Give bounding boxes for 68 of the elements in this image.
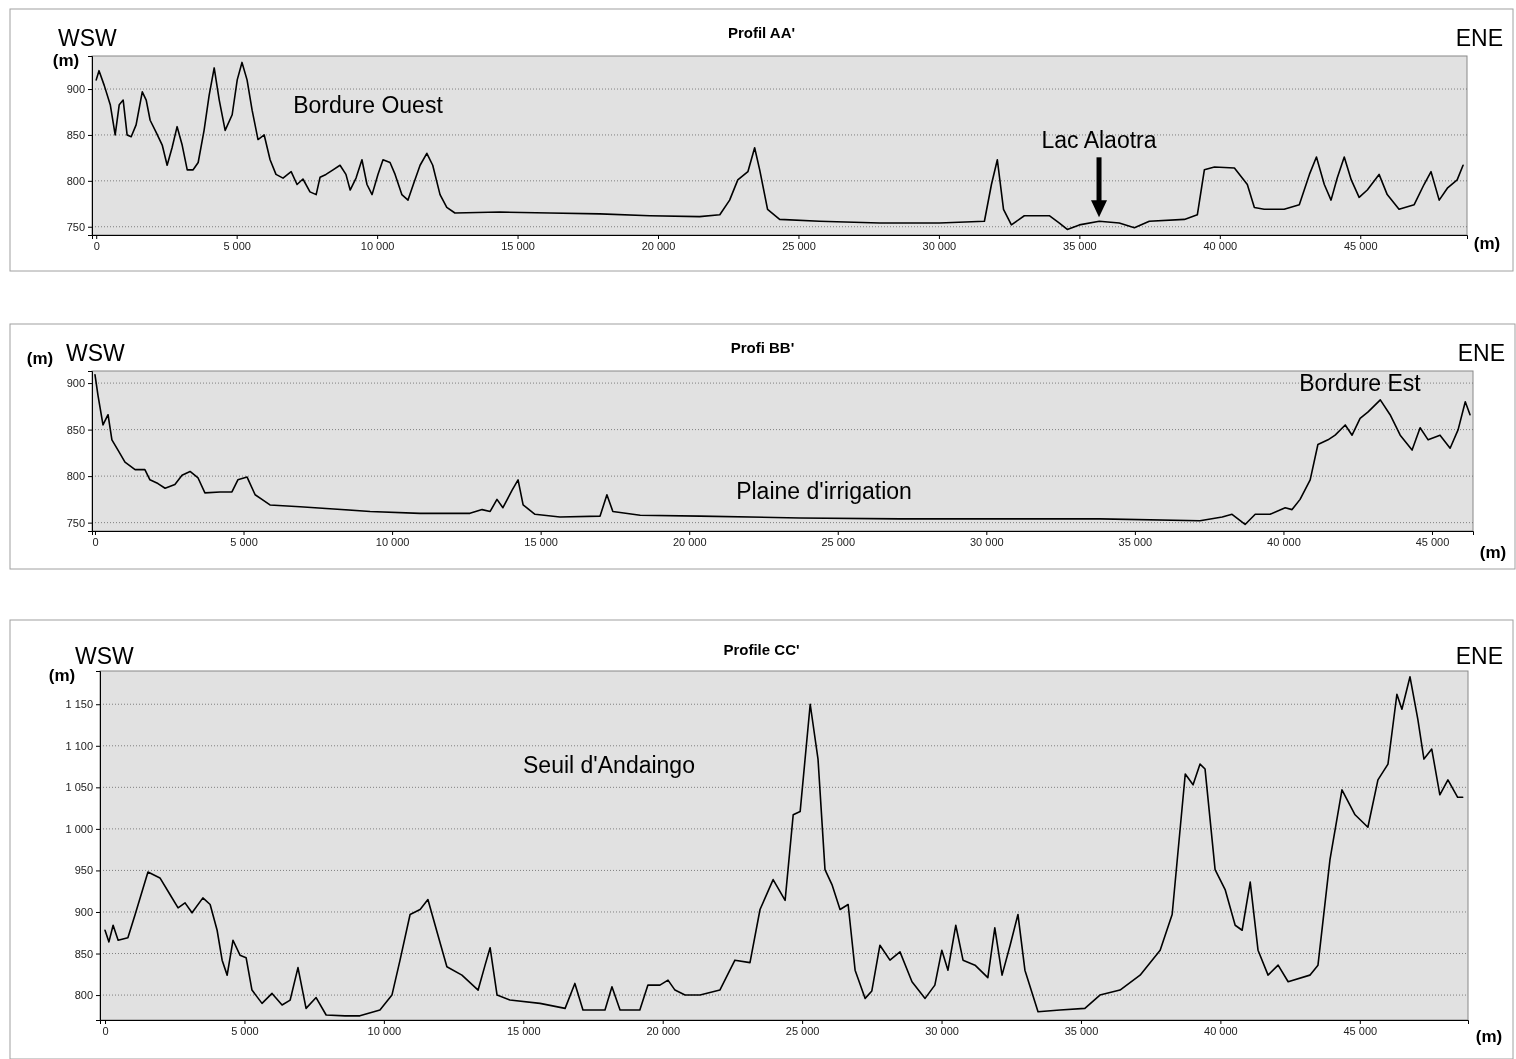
line-series — [104, 676, 1464, 1017]
x-axis-title: (m) — [1475, 1027, 1503, 1046]
x-tick-label: 30 000 — [925, 1024, 959, 1037]
x-tick-label: 40 000 — [1267, 535, 1301, 548]
x-tick-label: 5 000 — [231, 1024, 259, 1037]
x-tick-label: 0 — [92, 535, 99, 548]
x-tick-label: 35 000 — [1118, 535, 1153, 548]
x-tick-label: 25 000 — [821, 535, 856, 548]
y-tick-label: 900 — [74, 906, 93, 918]
x-tick-label: 40 000 — [1204, 1024, 1238, 1037]
text: WSW — [75, 643, 135, 669]
text: ENE — [1455, 643, 1503, 669]
annotation: Bordure Ouest — [293, 92, 444, 119]
y-tick-label: 850 — [66, 128, 85, 141]
y-tick-label: 800 — [74, 989, 93, 1002]
y-tick-label: 1 150 — [65, 698, 93, 711]
x-tick-label: 15 000 — [506, 1024, 541, 1037]
y-axis-title: (m) — [48, 666, 76, 685]
chart-title: Profil AA' — [727, 24, 796, 41]
x-tick-label: 25 000 — [782, 239, 816, 252]
y-tick-label: 850 — [66, 423, 85, 436]
y-tick-label: 800 — [66, 174, 85, 187]
line-series — [95, 61, 1464, 231]
chart-title: Profi BB' — [730, 339, 795, 356]
x-tick-label: 15 000 — [501, 239, 535, 252]
x-tick-label: 45 000 — [1343, 1024, 1378, 1037]
y-tick-label: 800 — [66, 470, 85, 483]
y-tick-label: 900 — [66, 83, 85, 96]
x-tick-label: 25 000 — [785, 1024, 820, 1037]
x-tick-label: 5 000 — [230, 535, 258, 548]
x-tick-label: 20 000 — [641, 239, 676, 252]
x-tick-label: 30 000 — [922, 239, 957, 252]
text: WSW — [66, 340, 126, 366]
y-tick-label: 950 — [74, 864, 93, 877]
text: ENE — [1457, 340, 1505, 366]
x-tick-label: 35 000 — [1064, 1024, 1099, 1037]
x-tick-label: 20 000 — [672, 535, 707, 548]
annotation: Seuil d'Andaingo — [523, 752, 695, 779]
x-tick-label: 0 — [102, 1024, 109, 1037]
y-tick-label: 900 — [66, 377, 85, 390]
y-tick-label: 750 — [66, 220, 85, 233]
chart-title: Profile CC' — [723, 641, 800, 658]
x-tick-label: 10 000 — [360, 239, 395, 252]
x-tick-label: 40 000 — [1203, 239, 1238, 252]
annotation: Plaine d'irrigation — [736, 478, 912, 505]
y-axis-title: (m) — [52, 51, 80, 70]
x-tick-label: 45 000 — [1343, 239, 1378, 252]
x-tick-label: 10 000 — [367, 1024, 402, 1037]
y-tick-label: 850 — [74, 947, 93, 960]
y-tick-label: 750 — [66, 516, 85, 529]
y-tick-label: 1 000 — [65, 822, 93, 835]
x-tick-label: 0 — [93, 239, 100, 252]
x-axis-title: (m) — [1473, 234, 1501, 253]
x-tick-label: 45 000 — [1415, 535, 1450, 548]
y-axis-title: (m) — [26, 349, 54, 368]
annotation: Bordure Est — [1299, 370, 1422, 397]
x-axis-title: (m) — [1479, 543, 1507, 562]
text: ENE — [1455, 25, 1503, 51]
x-tick-label: 35 000 — [1063, 239, 1097, 252]
y-tick-label: 1 100 — [65, 739, 93, 752]
y-tick-label: 1 050 — [65, 781, 93, 794]
text: WSW — [58, 25, 118, 51]
x-tick-label: 30 000 — [969, 535, 1004, 548]
x-tick-label: 10 000 — [375, 535, 410, 548]
x-tick-label: 15 000 — [524, 535, 558, 548]
x-tick-label: 20 000 — [646, 1024, 681, 1037]
x-tick-label: 5 000 — [223, 239, 251, 252]
annotation: Lac Alaotra — [1041, 127, 1157, 154]
